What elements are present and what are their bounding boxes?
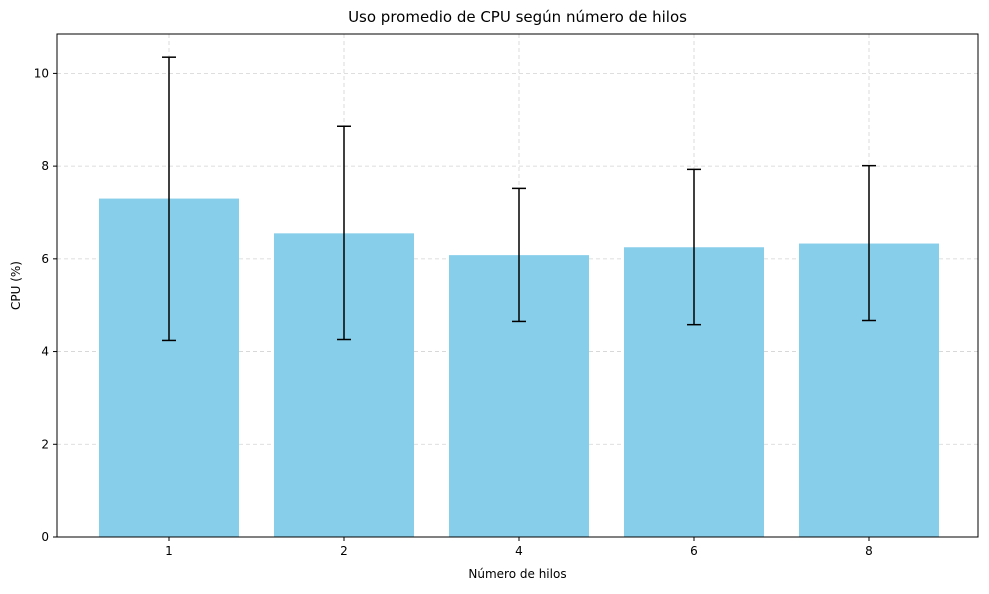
error-bar-1 (162, 56, 176, 342)
y-tick-label: 6 (41, 252, 49, 266)
x-tick-label: 4 (515, 544, 523, 558)
error-bar-2 (337, 125, 351, 341)
y-axis-label: CPU (%) (9, 261, 23, 310)
x-tick-label: 2 (340, 544, 348, 558)
y-tick-label: 10 (34, 66, 49, 80)
x-tick-label: 6 (690, 544, 698, 558)
x-axis-ticks: 1 2 4 6 8 (165, 537, 873, 558)
y-tick-label: 8 (41, 159, 49, 173)
x-tick-label: 8 (865, 544, 873, 558)
x-tick-label: 1 (165, 544, 173, 558)
x-axis-label: Número de hilos (468, 567, 566, 581)
error-bar-6 (687, 168, 701, 326)
y-tick-label: 2 (41, 437, 49, 451)
y-tick-label: 4 (41, 345, 49, 359)
y-axis-ticks: 0 2 4 6 8 10 (34, 66, 57, 544)
error-bar-4 (512, 187, 526, 323)
chart-title: Uso promedio de CPU según número de hilo… (348, 8, 687, 26)
plot-frame (56, 33, 979, 538)
y-tick-label: 0 (41, 530, 49, 544)
error-bars (162, 56, 876, 342)
error-bar-8 (862, 164, 876, 322)
